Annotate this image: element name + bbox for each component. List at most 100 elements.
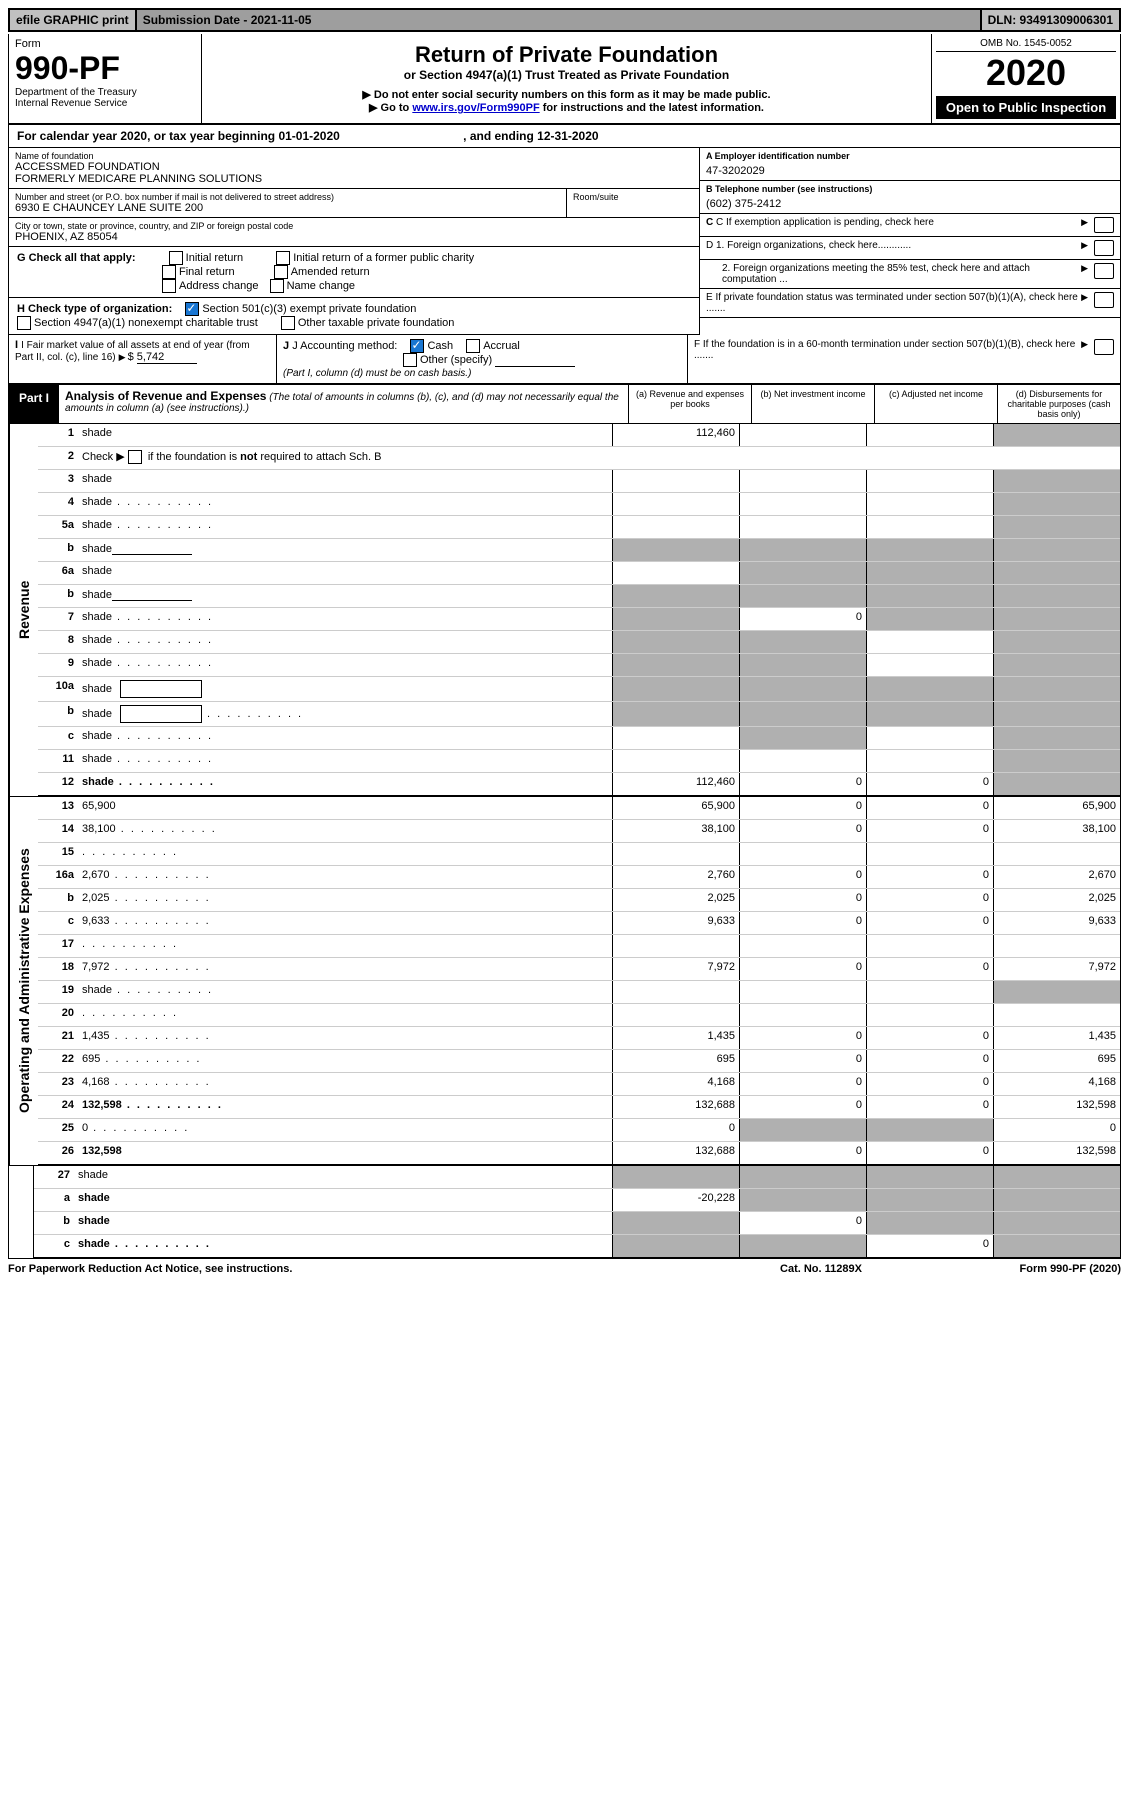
value-cell: 0	[739, 608, 866, 630]
value-cell: 0	[739, 1096, 866, 1118]
table-row: 2269569500695	[38, 1050, 1120, 1073]
value-cell	[612, 562, 739, 584]
address-cell: Number and street (or P.O. box number if…	[9, 189, 566, 218]
line-description: shade	[78, 585, 612, 607]
value-cell: 4,168	[993, 1073, 1120, 1095]
value-cell	[612, 750, 739, 772]
value-cell: 0	[866, 866, 993, 888]
e-checkbox[interactable]	[1094, 292, 1114, 308]
foundation-info: Name of foundation ACCESSMED FOUNDATION …	[8, 148, 1121, 335]
table-row: 20	[38, 1004, 1120, 1027]
value-cell	[866, 585, 993, 607]
value-cell	[739, 516, 866, 538]
name-change-check[interactable]	[270, 279, 284, 293]
line-number: 12	[38, 773, 78, 795]
efile-label[interactable]: efile GRAPHIC print	[10, 10, 137, 30]
value-cell: 0	[866, 889, 993, 911]
other-taxable-check[interactable]	[281, 316, 295, 330]
ijf-row: I I Fair market value of all assets at e…	[8, 335, 1121, 384]
j-cell: J J Accounting method: Cash Accrual Othe…	[277, 335, 688, 383]
amended-return-check[interactable]	[274, 265, 288, 279]
table-row: bshade0	[34, 1212, 1120, 1235]
submission-date: Submission Date - 2021-11-05	[137, 10, 982, 30]
instr-1: ▶ Do not enter social security numbers o…	[210, 88, 923, 101]
value-cell	[993, 843, 1120, 865]
line-number: 14	[38, 820, 78, 842]
c-checkbox[interactable]	[1094, 217, 1114, 233]
value-cell	[866, 702, 993, 726]
value-cell	[993, 1189, 1120, 1211]
calendar-year-row: For calendar year 2020, or tax year begi…	[8, 125, 1121, 148]
address-change-check[interactable]	[162, 279, 176, 293]
value-cell: 38,100	[993, 820, 1120, 842]
value-cell	[612, 470, 739, 492]
value-cell	[993, 1235, 1120, 1257]
d2-checkbox[interactable]	[1094, 263, 1114, 279]
501c3-check[interactable]	[185, 302, 199, 316]
value-cell	[866, 470, 993, 492]
line-description: 9,633	[78, 912, 612, 934]
f-checkbox[interactable]	[1094, 339, 1114, 355]
value-cell: 38,100	[612, 820, 739, 842]
arrow-icon	[1081, 263, 1090, 274]
other-method-check[interactable]	[403, 353, 417, 367]
form-footer: Form 990-PF (2020)	[921, 1263, 1121, 1275]
line-description: shade	[78, 470, 612, 492]
value-cell	[866, 981, 993, 1003]
initial-return-check[interactable]	[169, 251, 183, 265]
tax-year: 2020	[936, 52, 1116, 94]
line-number: b	[38, 889, 78, 911]
value-cell	[866, 1119, 993, 1141]
table-row: 1shade112,460	[38, 424, 1120, 447]
value-cell	[612, 843, 739, 865]
line-number: a	[34, 1189, 74, 1211]
value-cell: 65,900	[993, 797, 1120, 819]
4947a1-check[interactable]	[17, 316, 31, 330]
value-cell	[866, 424, 993, 446]
value-cell: 4,168	[612, 1073, 739, 1095]
value-cell	[993, 539, 1120, 561]
value-cell	[612, 631, 739, 653]
value-cell: 0	[739, 773, 866, 795]
value-cell: 1,435	[612, 1027, 739, 1049]
col-c-head: (c) Adjusted net income	[874, 385, 997, 423]
arrow-icon	[1081, 240, 1090, 251]
value-cell	[739, 562, 866, 584]
value-cell	[739, 677, 866, 701]
phone-cell: B Telephone number (see instructions) (6…	[700, 181, 1120, 214]
form-number: 990-PF	[15, 50, 195, 87]
value-cell	[866, 608, 993, 630]
arrow-icon	[119, 351, 128, 363]
cash-check[interactable]	[410, 339, 424, 353]
value-cell	[612, 981, 739, 1003]
header-center: Return of Private Foundation or Section …	[202, 34, 931, 123]
form990pf-link[interactable]: www.irs.gov/Form990PF	[412, 102, 539, 114]
line-description	[78, 843, 612, 865]
line-description: shade	[78, 539, 612, 561]
value-cell	[993, 1166, 1120, 1188]
final-return-check[interactable]	[162, 265, 176, 279]
value-cell	[993, 631, 1120, 653]
value-cell	[993, 773, 1120, 795]
line-number: c	[38, 912, 78, 934]
open-to-public: Open to Public Inspection	[936, 96, 1116, 119]
table-row: 25000	[38, 1119, 1120, 1142]
value-cell: 0	[993, 1119, 1120, 1141]
line-number: 8	[38, 631, 78, 653]
omb-number: OMB No. 1545-0052	[936, 38, 1116, 52]
d1-checkbox[interactable]	[1094, 240, 1114, 256]
line-description: 38,100	[78, 820, 612, 842]
table-row: cshade	[38, 727, 1120, 750]
line-description: shade	[78, 424, 612, 446]
line-number: c	[34, 1235, 74, 1257]
accrual-check[interactable]	[466, 339, 480, 353]
line-description: 65,900	[78, 797, 612, 819]
value-cell: 132,688	[612, 1096, 739, 1118]
line-number: 3	[38, 470, 78, 492]
initial-former-check[interactable]	[276, 251, 290, 265]
value-cell	[739, 585, 866, 607]
ein-cell: A Employer identification number 47-3202…	[700, 148, 1120, 181]
line-description: shade	[78, 727, 612, 749]
value-cell	[866, 935, 993, 957]
value-cell	[612, 1212, 739, 1234]
